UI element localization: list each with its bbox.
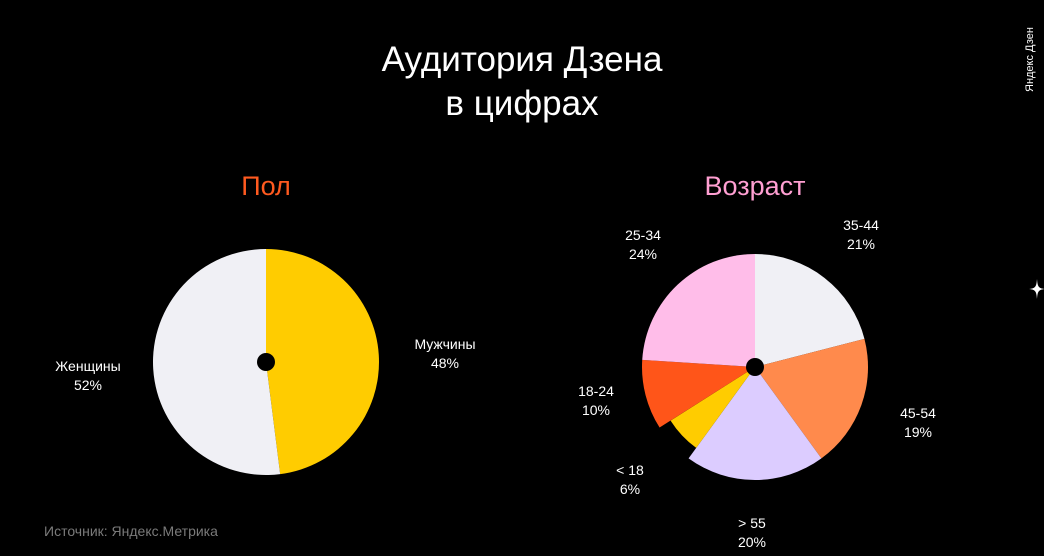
age-slice-value-2: 20%	[738, 534, 766, 550]
gender-chart-title: Пол	[241, 171, 291, 201]
age-slice-category-2: > 55	[738, 515, 766, 531]
gender-slice-value-0: 48%	[431, 355, 459, 371]
page-title: Аудитория Дзена в цифрах	[0, 38, 1044, 126]
age-slice-1	[755, 338, 869, 459]
gender-pie-chart: Пол Мужчины 48% Женщины 52%	[55, 171, 476, 475]
age-slice-value-1: 19%	[904, 424, 932, 440]
age-slice-2	[688, 367, 822, 480]
page-title-line-1: Аудитория Дзена	[381, 40, 663, 79]
age-center-dot	[746, 358, 764, 376]
age-slice-category-3: < 18	[616, 462, 644, 478]
age-slice-5	[642, 254, 755, 367]
gender-slice-label-0: Мужчины 48%	[414, 336, 475, 371]
age-slice-value-4: 10%	[582, 402, 610, 418]
age-slice-value-5: 24%	[629, 246, 657, 262]
age-pie-chart: Возраст 35-44 21% 45-54 19% > 55 20% < 18 6% 18-…	[578, 171, 936, 550]
gender-slice-label-1: Женщины 52%	[55, 358, 120, 393]
age-slice-label-5: 25-34 24%	[625, 227, 661, 262]
source-note: Источник: Яндекс.Метрика	[44, 523, 218, 539]
gender-slice-category-1: Женщины	[55, 358, 120, 374]
age-slice-label-3: < 18 6%	[616, 462, 644, 497]
gender-slice-1	[152, 249, 281, 475]
age-slice-3	[670, 367, 755, 448]
age-slice-category-4: 18-24	[578, 383, 614, 399]
age-slice-label-4: 18-24 10%	[578, 383, 614, 418]
gender-slice-0	[266, 249, 379, 475]
age-slice-label-1: 45-54 19%	[900, 405, 936, 440]
four-point-star-icon	[1029, 279, 1044, 299]
age-slice-label-0: 35-44 21%	[843, 217, 879, 252]
age-slice-category-0: 35-44	[843, 217, 879, 233]
age-slice-value-3: 6%	[620, 481, 640, 497]
age-slice-4	[642, 359, 755, 428]
age-slice-category-1: 45-54	[900, 405, 936, 421]
gender-center-dot	[257, 353, 275, 371]
page-title-line-2: в цифрах	[445, 84, 599, 123]
age-slice-value-0: 21%	[847, 236, 875, 252]
age-slice-label-2: > 55 20%	[738, 515, 766, 550]
gender-slice-value-1: 52%	[74, 377, 102, 393]
age-chart-title: Возраст	[705, 171, 806, 201]
age-slice-category-5: 25-34	[625, 227, 661, 243]
gender-slice-category-0: Мужчины	[414, 336, 475, 352]
age-slice-0	[755, 254, 865, 367]
